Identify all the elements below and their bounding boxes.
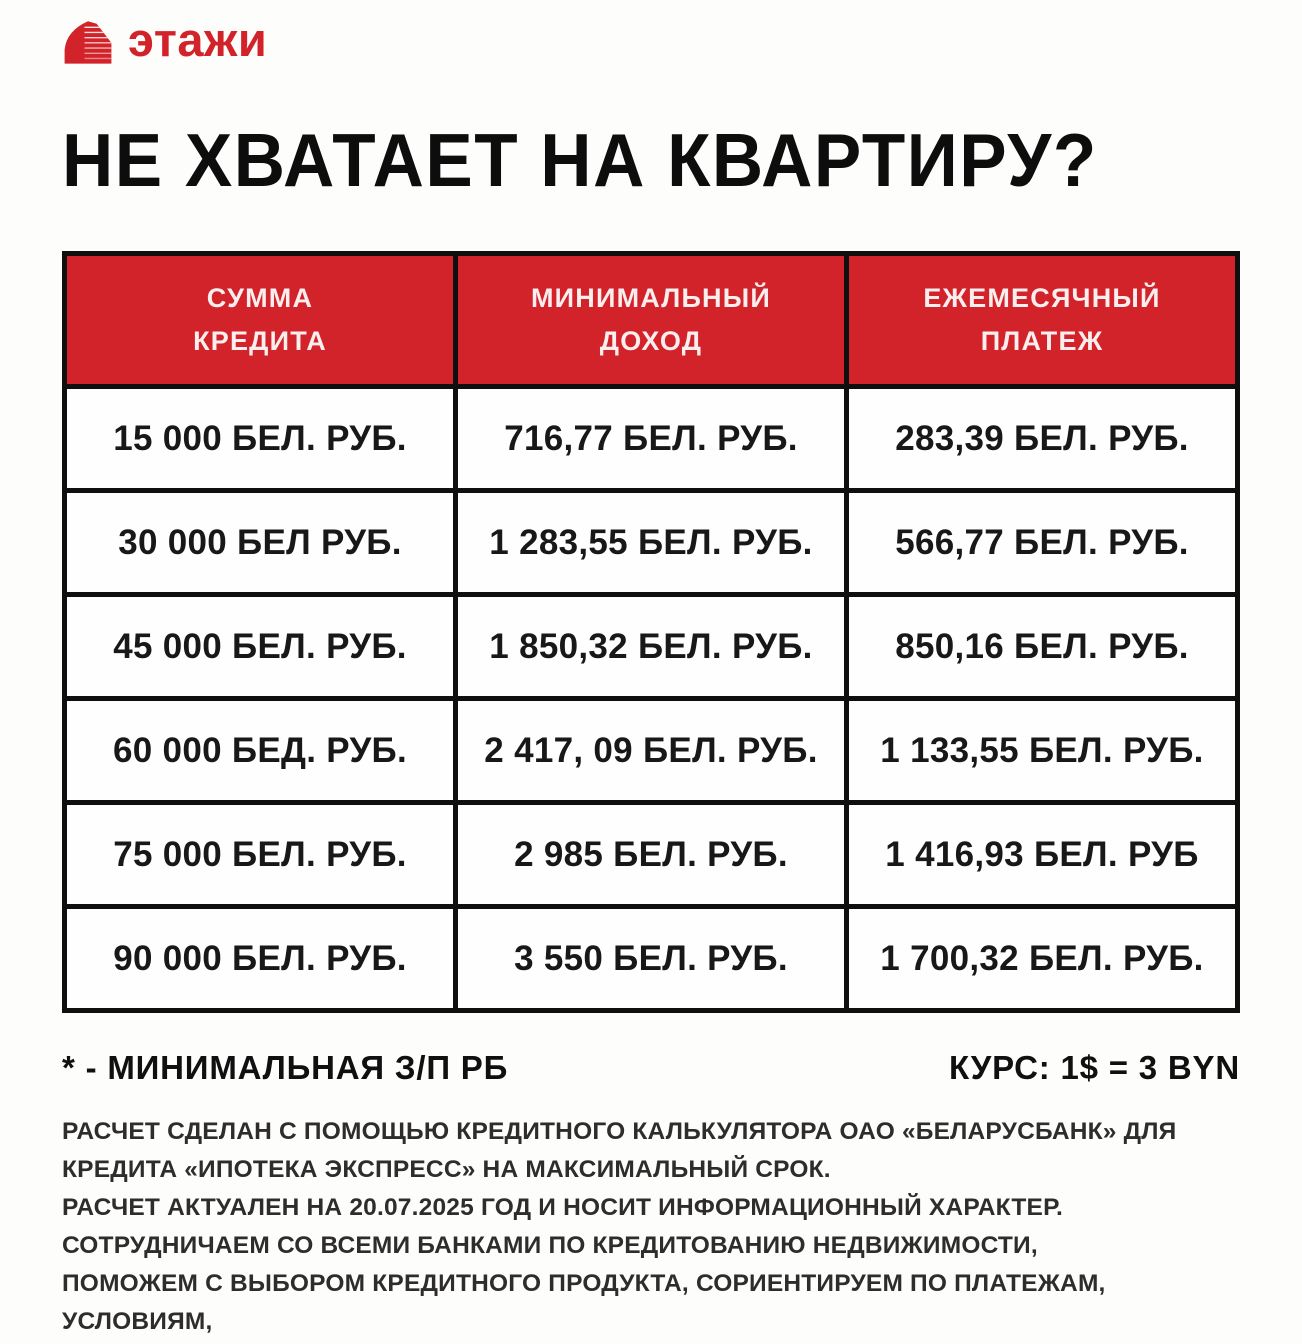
table-row: 30 000 БЕЛ РУБ. 1 283,55 БЕЛ. РУБ. 566,7… [62, 488, 1240, 597]
footnote-min-salary: * - МИНИМАЛЬНАЯ З/П РБ [62, 1049, 509, 1086]
header-line: СУММА [206, 282, 314, 313]
cell-loan-amount: 45 000 БЕЛ. РУБ. [62, 592, 458, 701]
footnote-exchange-rate: КУРС: 1$ = 3 BYN [949, 1049, 1240, 1086]
page-title: НЕ ХВАТАЕТ НА КВАРТИРУ? [62, 119, 1098, 203]
header-line: ПЛАТЕЖ [980, 326, 1104, 356]
table-row: 60 000 БЕД. РУБ. 2 417, 09 БЕЛ. РУБ. 1 1… [62, 696, 1240, 805]
footnote-row: * - МИНИМАЛЬНАЯ З/П РБ КУРС: 1$ = 3 BYN [62, 1049, 1240, 1087]
table-row: 15 000 БЕЛ. РУБ. 716,77 БЕЛ. РУБ. 283,39… [62, 384, 1240, 493]
cell-min-income: 1 850,32 БЕЛ. РУБ. [453, 592, 849, 701]
cell-loan-amount: 15 000 БЕЛ. РУБ. [62, 384, 458, 493]
header-line: КРЕДИТА [193, 326, 327, 356]
cell-min-income: 2 985 БЕЛ. РУБ. [453, 800, 849, 909]
brand-name: этажи [128, 12, 268, 66]
cell-monthly-payment: 1 133,55 БЕЛ. РУБ. [844, 696, 1240, 805]
cell-min-income: 3 550 БЕЛ. РУБ. [453, 904, 849, 1013]
table-row: 45 000 БЕЛ. РУБ. 1 850,32 БЕЛ. РУБ. 850,… [62, 592, 1240, 701]
disclaimer-text: РАСЧЕТ СДЕЛАН С ПОМОЩЬЮ КРЕДИТНОГО КАЛЬК… [62, 1113, 1240, 1344]
header-monthly-payment: ЕЖЕМЕСЯЧНЫЙ ПЛАТЕЖ [844, 251, 1240, 389]
cell-min-income: 1 283,55 БЕЛ. РУБ. [453, 488, 849, 597]
disclaimer-line: СОТРУДНИЧАЕМ СО ВСЕМИ БАНКАМИ ПО КРЕДИТО… [62, 1232, 1038, 1259]
cell-min-income: 2 417, 09 БЕЛ. РУБ. [453, 696, 849, 805]
cell-monthly-payment: 566,77 БЕЛ. РУБ. [844, 488, 1240, 597]
cell-loan-amount: 90 000 БЕЛ. РУБ. [62, 904, 458, 1013]
table-row: 75 000 БЕЛ. РУБ. 2 985 БЕЛ. РУБ. 1 416,9… [62, 800, 1240, 909]
cell-loan-amount: 75 000 БЕЛ. РУБ. [62, 800, 458, 909]
disclaimer-line: КРЕДИТА «ИПОТЕКА ЭКСПРЕСС» НА МАКСИМАЛЬН… [62, 1156, 831, 1183]
disclaimer-line: ПОМОЖЕМ С ВЫБОРОМ КРЕДИТНОГО ПРОДУКТА, С… [62, 1270, 1106, 1297]
brand-logo: этажи [62, 14, 1240, 70]
header-line: МИНИМАЛЬНЫЙ [530, 282, 771, 313]
table-row: 90 000 БЕЛ. РУБ. 3 550 БЕЛ. РУБ. 1 700,3… [62, 904, 1240, 1013]
cell-monthly-payment: 850,16 БЕЛ. РУБ. [844, 592, 1240, 701]
building-floors-icon [62, 17, 114, 67]
cell-min-income: 716,77 БЕЛ. РУБ. [453, 384, 849, 493]
disclaimer-line: РАСЧЕТ АКТУАЛЕН НА 20.07.2025 ГОД И НОСИ… [62, 1194, 1063, 1221]
disclaimer-line: УСЛОВИЯМ, [62, 1308, 213, 1335]
header-line: ЕЖЕМЕСЯЧНЫЙ [923, 282, 1161, 313]
cell-loan-amount: 60 000 БЕД. РУБ. [62, 696, 458, 805]
cell-loan-amount: 30 000 БЕЛ РУБ. [62, 488, 458, 597]
header-min-income: МИНИМАЛЬНЫЙ ДОХОД [453, 251, 849, 389]
header-line: ДОХОД [599, 326, 703, 356]
cell-monthly-payment: 1 700,32 БЕЛ. РУБ. [844, 904, 1240, 1013]
table-header-row: СУММА КРЕДИТА МИНИМАЛЬНЫЙ ДОХОД ЕЖЕМЕСЯЧ… [62, 251, 1240, 389]
cell-monthly-payment: 1 416,93 БЕЛ. РУБ [844, 800, 1240, 909]
credit-table: СУММА КРЕДИТА МИНИМАЛЬНЫЙ ДОХОД ЕЖЕМЕСЯЧ… [62, 251, 1240, 1013]
disclaimer-line: РАСЧЕТ СДЕЛАН С ПОМОЩЬЮ КРЕДИТНОГО КАЛЬК… [62, 1118, 1177, 1145]
header-loan-amount: СУММА КРЕДИТА [62, 251, 458, 389]
cell-monthly-payment: 283,39 БЕЛ. РУБ. [844, 384, 1240, 493]
